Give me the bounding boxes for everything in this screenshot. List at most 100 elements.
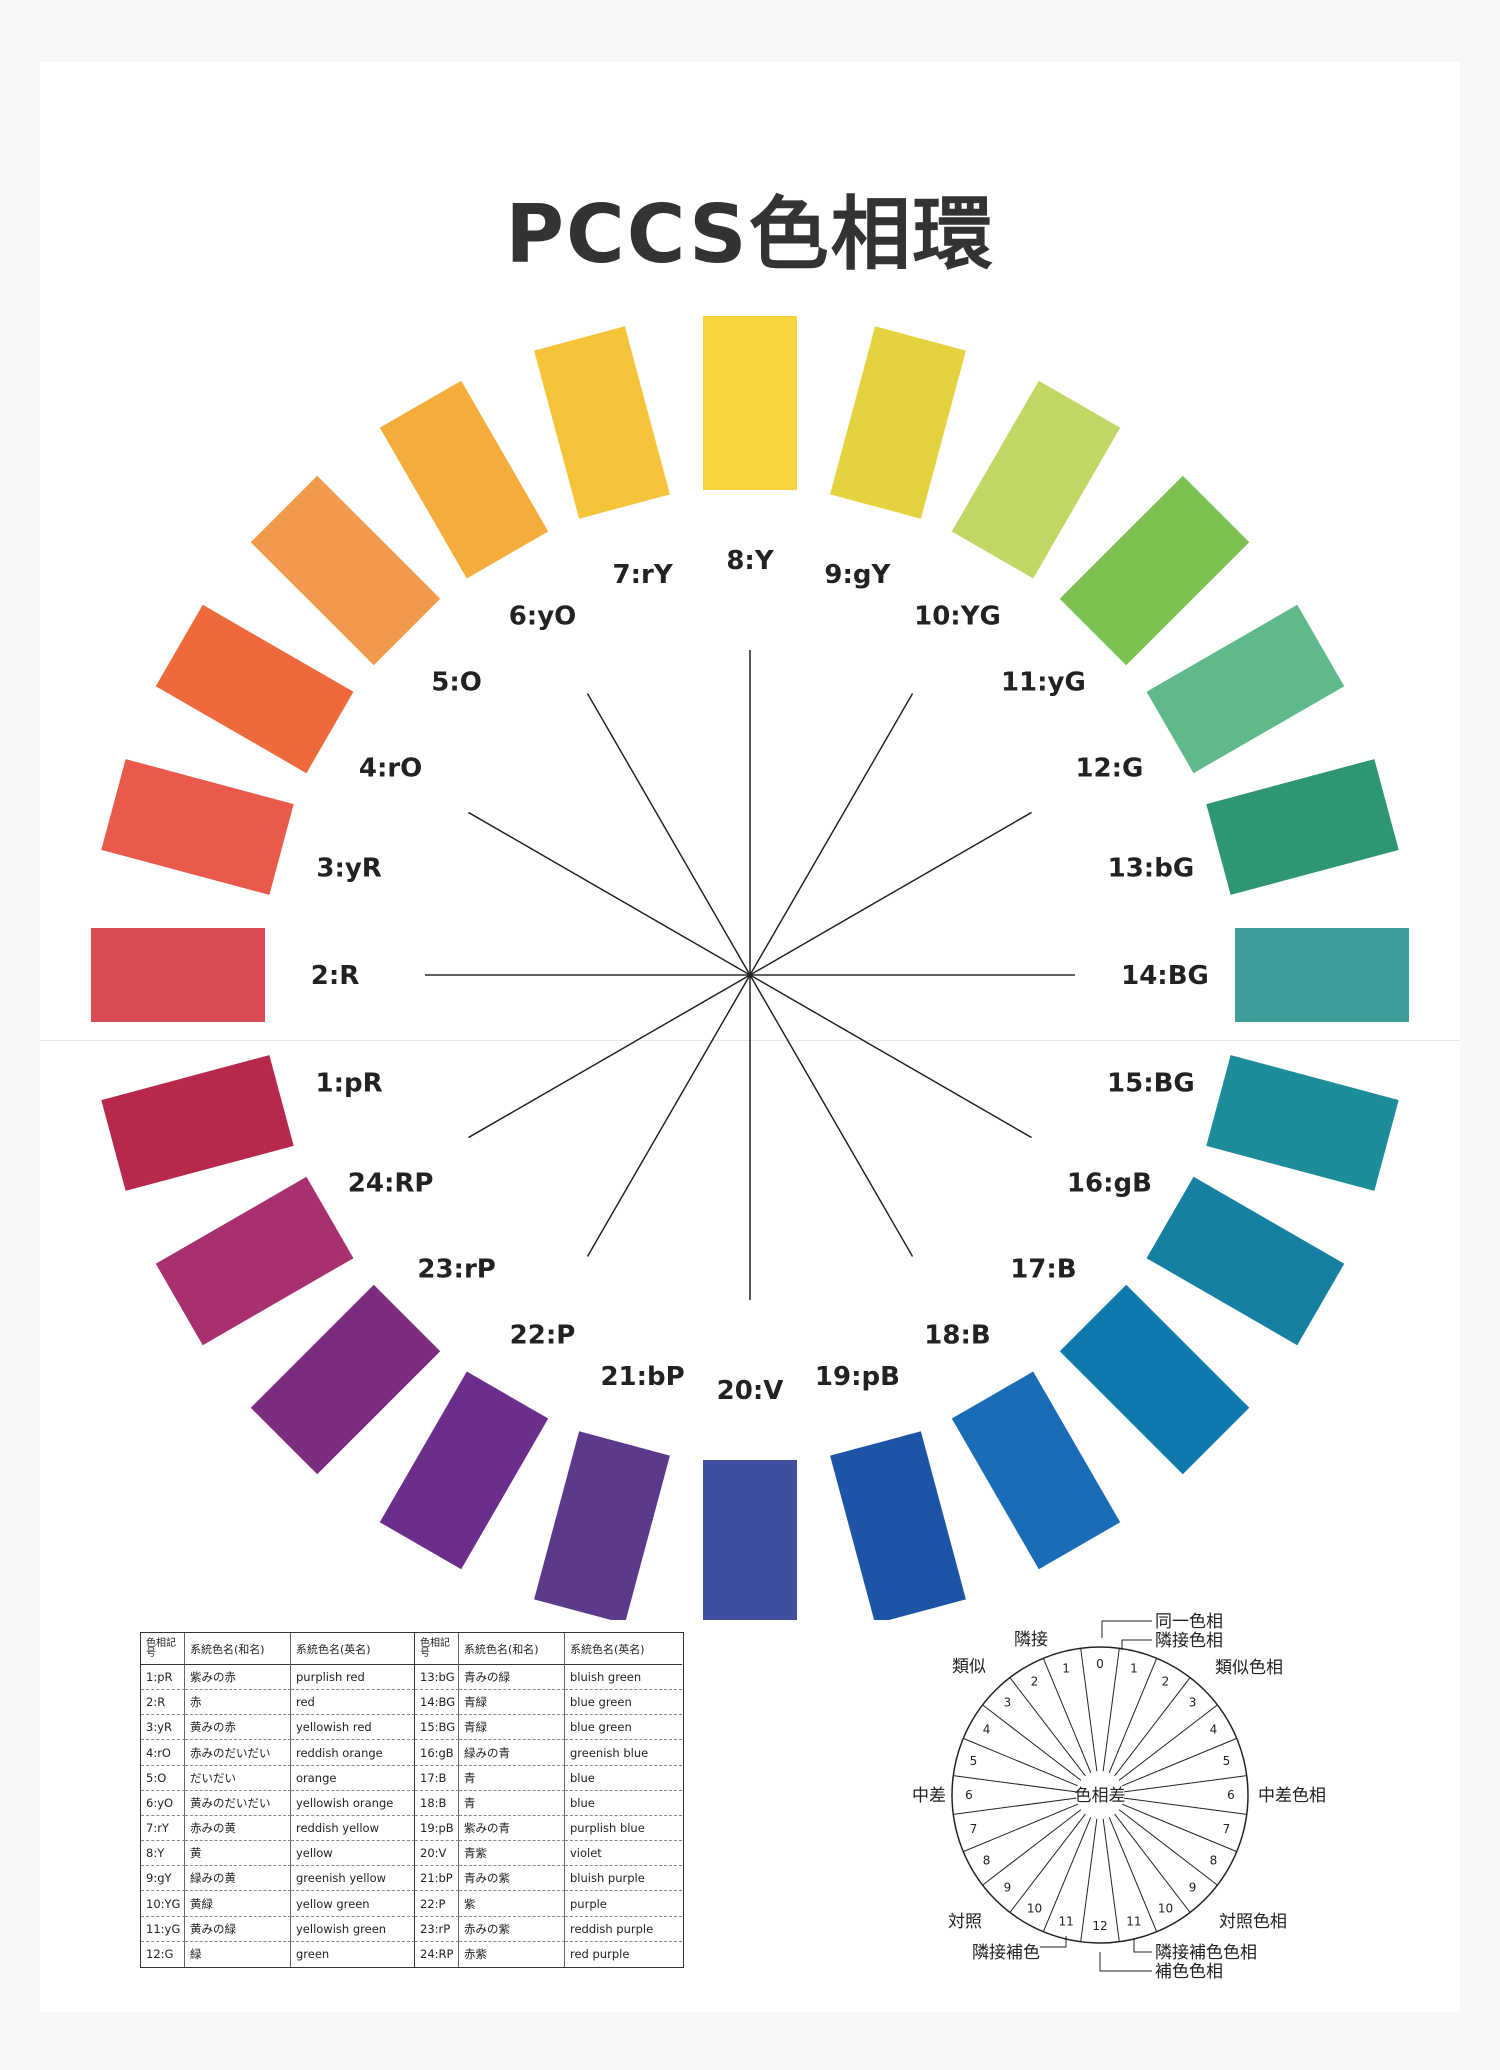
legend-cell: purplish blue [565, 1816, 682, 1842]
legend-cell: blue [565, 1791, 682, 1816]
hue-swatch-6 [379, 380, 549, 579]
label-contrast-left: 対照 [948, 1912, 982, 1932]
legend-cell: bluish purple [565, 1866, 682, 1892]
hue-swatch-24 [155, 1176, 354, 1346]
hue-swatch-11 [1059, 475, 1250, 666]
hue-label-2: 2:R [311, 961, 360, 991]
hue-difference-line [1114, 1677, 1191, 1777]
hue-swatch-19 [830, 1431, 966, 1620]
hue-difference-number: 3 [1004, 1695, 1012, 1709]
swatch-fill [91, 928, 265, 1022]
hue-difference-line [982, 1704, 1082, 1781]
hue-difference-line [963, 1803, 1079, 1853]
hue-label-10: 10:YG [914, 602, 1001, 632]
hue-difference-line [1118, 1809, 1218, 1886]
legend-cell: yellow green [291, 1891, 415, 1917]
hue-difference-line [1108, 1816, 1158, 1932]
legend-cell: 青 [459, 1790, 565, 1816]
legend-cell: green [291, 1941, 415, 1967]
legend-cell: 19:pB [415, 1815, 459, 1842]
hue-label-16: 16:gB [1067, 1169, 1152, 1199]
hue-difference-number: 8 [1210, 1854, 1218, 1868]
legend-cell: 5:O [141, 1765, 185, 1791]
label-contrast-hue: 対照色相 [1219, 1912, 1287, 1932]
swatch-fill [1206, 1055, 1399, 1191]
hue-difference-number: 10 [1158, 1901, 1173, 1915]
label-similar-left: 類似 [952, 1657, 986, 1677]
hue-difference-line [1123, 1775, 1247, 1793]
legend-cell: 紫 [459, 1891, 565, 1917]
hue-swatch-23 [250, 1284, 441, 1475]
hue-swatch-12 [1146, 604, 1345, 774]
hue-swatch-2 [91, 928, 265, 1022]
hue-difference-line [1080, 1818, 1098, 1942]
hue-difference-number: 9 [1004, 1881, 1012, 1895]
label-adjacent-complement-left: 隣接補色 [972, 1943, 1040, 1963]
page-title: PCCS色相環 [505, 188, 995, 281]
legend-cell: purple [565, 1891, 682, 1917]
swatch-fill [951, 380, 1121, 579]
hue-difference-number: 9 [1189, 1881, 1197, 1895]
legend-cell: blue [565, 1766, 682, 1791]
legend-cell: 10:YG [141, 1891, 185, 1917]
hue-difference-number: 4 [983, 1723, 991, 1737]
hue-swatch-5 [250, 475, 441, 666]
hue-label-7: 7:rY [613, 560, 674, 590]
hue-difference-line [1114, 1813, 1191, 1913]
hue-swatch-10 [951, 380, 1121, 579]
hue-difference-number: 1 [1130, 1662, 1138, 1676]
label-adjacent-left: 隣接 [1014, 1630, 1048, 1650]
hue-difference-circle [951, 1646, 1249, 1944]
hue-difference-center-label: 色相差 [1075, 1786, 1126, 1806]
legend-cell: 23:rP [415, 1916, 459, 1942]
swatch-fill [830, 1431, 966, 1620]
hue-difference-line [1080, 1648, 1098, 1772]
legend-cell: 6:yO [141, 1790, 185, 1816]
label-adjacent-complement-hue: 隣接補色色相 [1155, 1943, 1257, 1963]
hue-label-13: 13:bG [1108, 854, 1195, 884]
swatch-fill [250, 475, 441, 666]
legend-cell: 9:gY [141, 1866, 185, 1892]
hue-difference-line [1042, 1816, 1092, 1932]
legend-cell: 16:gB [415, 1740, 459, 1766]
label-pointer [1099, 1952, 1152, 1972]
swatch-fill [703, 1460, 797, 1620]
legend-cell: 7:rY [141, 1815, 185, 1842]
legend-cell: purplish red [291, 1665, 415, 1691]
hue-difference-number: 5 [1223, 1754, 1231, 1768]
legend-cell: 緑みの青 [459, 1740, 565, 1766]
legend-cell: 13:bG [415, 1665, 459, 1691]
legend-cell: 青みの緑 [459, 1665, 565, 1691]
hue-label-18: 18:B [924, 1320, 990, 1350]
swatch-fill [830, 326, 966, 519]
hue-difference-line [953, 1797, 1077, 1815]
swatch-fill [155, 1176, 354, 1346]
hue-difference-line [1102, 1818, 1120, 1942]
hue-label-23: 23:rP [417, 1254, 495, 1284]
hue-difference-number: 2 [1031, 1675, 1039, 1689]
swatch-fill [1206, 759, 1399, 895]
hue-wheel: 1:pR 2:R 3:yR 4:rO 5:O 6:yO 7:rY 8:Y 9:gY 10:YG 11… [91, 316, 1409, 1620]
legend-cell: 3:yR [141, 1715, 185, 1741]
hue-difference-line [1102, 1648, 1120, 1772]
legend-cell: 黄みのだいだい [185, 1790, 291, 1816]
hue-label-24: 24:RP [348, 1169, 434, 1199]
hue-difference-number: 6 [965, 1788, 973, 1802]
legend-cell: 青緑 [459, 1715, 565, 1741]
swatch-fill [534, 326, 670, 519]
legend-cell: reddish orange [291, 1740, 415, 1766]
hue-swatches [91, 316, 1409, 1620]
hue-difference-number: 10 [1027, 1901, 1042, 1915]
label-adjacent-hue: 隣接色相 [1155, 1631, 1223, 1651]
hue-difference-number: 12 [1092, 1919, 1107, 1933]
legend-header: 系統色名(和名) [459, 1633, 565, 1665]
legend-header: 系統色名(英名) [291, 1633, 415, 1665]
label-complement-hue: 補色色相 [1155, 1962, 1223, 1980]
legend-cell: 12:G [141, 1941, 185, 1967]
hue-difference-line [963, 1737, 1079, 1787]
hue-swatch-22 [379, 1371, 549, 1570]
hue-label-4: 4:rO [359, 754, 422, 784]
hue-swatch-15 [1206, 1055, 1399, 1191]
